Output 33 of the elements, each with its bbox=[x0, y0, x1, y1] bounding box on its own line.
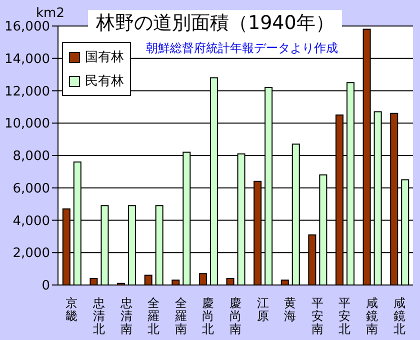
y-tick-label: 10,000 bbox=[4, 116, 50, 132]
x-tick-label: 全羅北 bbox=[148, 296, 160, 336]
x-tick-label: 咸鏡北 bbox=[393, 296, 406, 336]
bar bbox=[172, 280, 180, 285]
bar bbox=[90, 278, 98, 285]
bar bbox=[226, 278, 234, 285]
bar bbox=[144, 274, 152, 285]
y-tick-label: 14,000 bbox=[4, 52, 50, 67]
x-tick-label: 平安南 bbox=[311, 296, 324, 336]
x-tick-label: 江原 bbox=[256, 296, 269, 323]
x-tick-label: 忠清北 bbox=[92, 296, 105, 336]
x-tick-label: 黄海 bbox=[284, 296, 296, 323]
y-tick-label: 4,000 bbox=[12, 214, 50, 229]
y-tick-label: 16,000 bbox=[4, 20, 50, 35]
y-tick-label: 12,000 bbox=[4, 84, 50, 100]
x-tick-label: 平安北 bbox=[338, 296, 351, 336]
legend-label: 民有林 bbox=[85, 73, 124, 90]
x-tick-label: 慶尚北 bbox=[202, 296, 214, 336]
legend-label: 国有林 bbox=[85, 49, 124, 66]
x-tick-label: 全羅南 bbox=[174, 296, 187, 336]
bar bbox=[280, 280, 289, 285]
text: 朝鮮総督府統計年報データより作成 bbox=[146, 40, 338, 57]
x-tick-label: 京畿 bbox=[66, 296, 78, 323]
x-tick-label: 慶尚南 bbox=[230, 296, 242, 336]
x-tick-label: 咸鏡南 bbox=[366, 296, 378, 336]
y-tick-label: 0 bbox=[42, 278, 50, 294]
y-tick-label: 6,000 bbox=[12, 181, 50, 196]
bar bbox=[198, 273, 207, 285]
y-tick-label: 2,000 bbox=[12, 246, 50, 262]
x-tick-label: 忠清南 bbox=[119, 296, 132, 336]
chart-title: 林野の道別面積（1940年） bbox=[88, 10, 342, 36]
y-tick-label: 8,000 bbox=[12, 149, 50, 164]
y-axis-title: km2 bbox=[36, 6, 64, 21]
